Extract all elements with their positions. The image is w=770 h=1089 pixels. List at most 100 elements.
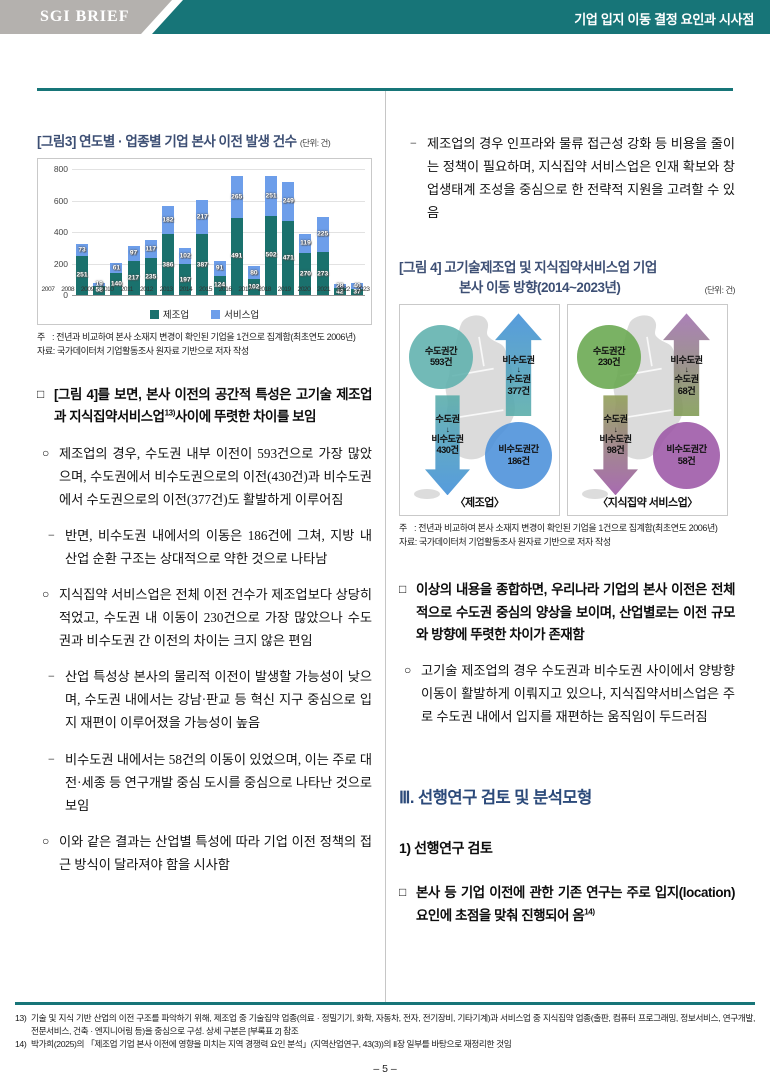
gridline <box>72 232 365 233</box>
bar-stack: 124 91 <box>213 261 226 295</box>
legend-label: 서비스업 <box>224 310 260 321</box>
x-axis-tick: 2012 <box>139 286 153 293</box>
flow-label: 수도권 ↓ 비수도권 98건 <box>581 399 650 471</box>
bar-stack: 471 249 <box>282 181 295 295</box>
figure4-unit: (단위: 건) <box>704 285 736 296</box>
flow-label-line: 비수도권간 <box>666 444 707 455</box>
flow-label-line: 수도권 <box>603 413 628 424</box>
figure3-plot: 0 200 400 600 800 251 73 58 19 140 61 217 97 235 117 3… <box>54 164 365 300</box>
flow-arrow: 비수도권 ↓ 수도권 68건 <box>663 313 710 417</box>
flow-label-line: 비수도권 <box>502 354 535 365</box>
flow-circle: 수도권간 230건 <box>577 325 641 390</box>
paragraph-text: 제조업의 경우 인프라와 물류 접근성 강화 등 비용을 줄이는 정책이 필요하… <box>427 136 735 221</box>
bar-value-label: 502 <box>265 251 277 259</box>
bar-value-label: 273 <box>317 270 329 277</box>
flow-label-line: 430건 <box>436 445 459 456</box>
bar-value-label: 117 <box>145 245 157 253</box>
bar-column: 471 249 <box>280 181 296 295</box>
figure4-notes: 주 : 전년과 비교하여 본사 소재지 변경이 확인된 기업을 1건으로 집계함… <box>399 522 735 549</box>
note-text: : 전년과 비교하여 본사 소재지 변경이 확인된 기업을 1건으로 집계함(최… <box>52 332 356 342</box>
flow-label-line: 수도권 <box>674 374 699 385</box>
flow-label-line: 377건 <box>507 386 530 397</box>
circle-marker: ○ <box>42 833 50 848</box>
down-arrow-glyph: ↓ <box>445 424 450 434</box>
legend-item: 서비스업 <box>211 307 259 321</box>
paragraph-text: 지식집약 서비스업은 전체 이전 건수가 제조업보다 상당히 적었고, 수도권 … <box>59 586 372 649</box>
bar-segment: 386 <box>161 234 174 295</box>
flow-label: 비수도권 ↓ 수도권 377건 <box>483 338 554 414</box>
x-axis-tick: 2010 <box>100 286 114 293</box>
paragraph-text: 제조업의 경우, 수도권 내부 이전이 593건으로 가장 많았으며, 수도권에… <box>59 445 372 507</box>
flow-label: 수도권 ↓ 비수도권 430건 <box>413 399 482 471</box>
bar-stack: 491 265 <box>230 176 243 295</box>
x-axis-tick: 2009 <box>80 286 94 293</box>
bar-segment: 491 <box>230 217 243 295</box>
bar-value-label: 217 <box>196 213 208 221</box>
bar-segment: 387 <box>196 234 209 295</box>
bar-segment: 502 <box>265 215 278 295</box>
dash-marker: − <box>48 527 55 542</box>
bar-segment: 42 <box>333 288 346 295</box>
bar-segment: 97 <box>127 245 140 261</box>
bar-segment: 217 <box>127 260 140 295</box>
bar-segment: 217 <box>196 199 209 234</box>
bar-column: 502 251 <box>263 176 279 295</box>
x-axis-tick: 2007 <box>41 286 55 293</box>
bar-column: 37 40 <box>349 283 365 296</box>
bar-segment: 124 <box>213 275 226 295</box>
bar-segment: 119 <box>299 233 312 253</box>
circle-fill <box>485 422 552 490</box>
gridline <box>72 295 365 296</box>
flow-circle: 수도권간 593건 <box>409 325 473 390</box>
legend-item: 제조업 <box>149 307 190 321</box>
bar-column: 58 19 <box>91 281 107 295</box>
bar-segment: 140 <box>110 273 123 295</box>
footnote-14: 14) 박가희(2025)의 「제조업 기업 본사 이전에 영향을 미치는 지역… <box>15 1039 512 1050</box>
figure3-xticks: 2007 2008 2009 2010 2011 2012 2013 2014 2015 2016… <box>40 286 371 293</box>
bar-stack: 42 28 <box>333 283 346 295</box>
page-number: – 5 – <box>373 1063 397 1075</box>
bar-value-label: 251 <box>265 192 277 200</box>
circle-fill <box>577 325 641 390</box>
paragraph-circle: ○ 제조업의 경우, 수도권 내부 이전이 593건으로 가장 많았으며, 수도… <box>37 442 372 511</box>
bar-stack: 251 73 <box>76 244 88 295</box>
footnote-13: 13) 기술 및 지식 기반 산업의 이전 구조를 파악하기 위해, 제조업 중… <box>15 1013 755 1037</box>
flow-label-line: 비수도권 <box>431 433 464 444</box>
bar-value-label: 251 <box>76 271 88 279</box>
paragraph-dash: − 비수도권 내에서는 58건의 이동이 있었으며, 이는 주로 대전·세종 등… <box>37 748 372 817</box>
bar-stack: 37 40 <box>351 283 363 296</box>
bar-segment: 28 <box>333 283 346 290</box>
bar-value-label: 491 <box>231 252 243 260</box>
flow-arrow: 수도권 ↓ 비수도권 430건 <box>425 395 470 496</box>
footnote-ref-13: 13) <box>164 408 176 418</box>
flow-label-line: 58건 <box>677 455 696 466</box>
bar-value-label: 225 <box>317 230 329 238</box>
flow-label-line: 비수도권 <box>670 354 703 365</box>
bar-value-label: 102 <box>248 283 260 291</box>
bar-value-label: 119 <box>300 239 311 247</box>
x-axis-tick: 2023 <box>356 286 370 293</box>
bar-value-label: 182 <box>162 216 174 224</box>
circle-fill <box>653 422 720 490</box>
legend-label: 제조업 <box>162 310 190 321</box>
flow-label-line: 비수도권 <box>599 433 632 444</box>
y-axis-tick: 800 <box>53 164 68 174</box>
jeju-island <box>414 489 440 500</box>
bar-value-label: 249 <box>282 197 294 205</box>
x-axis-tick: 2019 <box>277 286 291 293</box>
x-axis-tick: 2013 <box>159 286 173 293</box>
bar-column: 217 97 <box>126 245 142 295</box>
flow-label-line: 98건 <box>606 445 625 456</box>
gridline <box>72 169 365 170</box>
box-marker: □ <box>399 885 406 900</box>
flow-circle: 비수도권간 58건 <box>653 422 720 490</box>
paragraph-dash: − 산업 특성상 본사의 물리적 이전이 발생할 가능성이 낮으며, 수도권 내… <box>37 665 372 734</box>
bar-stack: 270 119 <box>299 233 312 295</box>
bar-column: 273 225 <box>315 216 331 295</box>
bar-value-label: 235 <box>145 273 157 280</box>
figure3-legend: 제조업 서비스업 <box>38 307 371 321</box>
bar-value-label: 73 <box>78 246 86 254</box>
flow-label: 비수도권 ↓ 수도권 68건 <box>651 338 722 414</box>
down-arrow-glyph: ↓ <box>613 424 618 434</box>
paragraph-dash: − 반면, 비수도권 내에서의 이동은 186건에 그쳐, 지방 내 산업 순환… <box>37 524 372 570</box>
